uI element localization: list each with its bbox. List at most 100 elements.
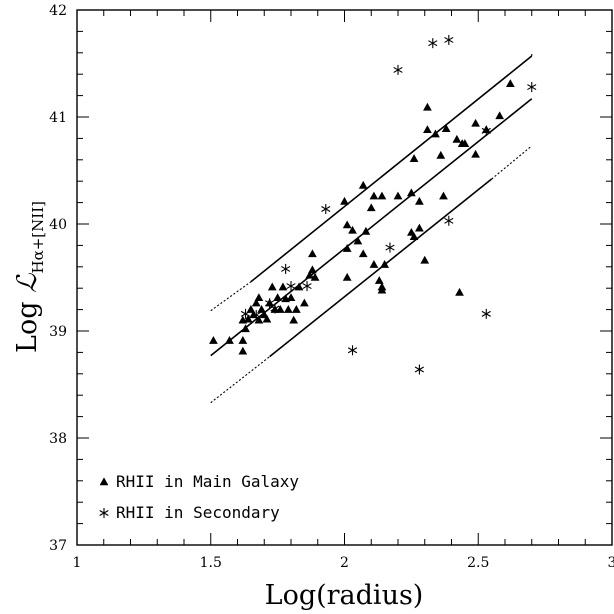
asterisk-stroke bbox=[347, 347, 358, 354]
y-tick-label: 42 bbox=[49, 3, 67, 19]
confidence-line-dotted bbox=[491, 145, 533, 180]
x-tick-label: 1 bbox=[73, 555, 82, 571]
asterisk-stroke bbox=[264, 300, 275, 307]
point-main-galaxy bbox=[369, 260, 379, 268]
point-main-galaxy bbox=[452, 134, 462, 143]
point-main-galaxy bbox=[340, 196, 349, 205]
legend-label: RHII in Main Galaxy bbox=[116, 472, 299, 491]
point-main-galaxy bbox=[393, 191, 403, 200]
point-main-galaxy bbox=[358, 180, 368, 189]
legend-marker-asterisk bbox=[99, 508, 109, 518]
point-main-galaxy bbox=[431, 129, 440, 138]
point-main-galaxy bbox=[460, 139, 470, 147]
point-main-galaxy bbox=[286, 293, 296, 302]
asterisk-stroke bbox=[414, 366, 425, 373]
point-main-galaxy bbox=[495, 111, 505, 120]
point-secondary bbox=[385, 242, 395, 253]
asterisk-stroke bbox=[385, 244, 395, 251]
fit-line bbox=[250, 55, 533, 283]
asterisk-stroke bbox=[393, 66, 403, 73]
point-main-galaxy bbox=[342, 244, 352, 252]
point-main-galaxy bbox=[407, 188, 416, 197]
point-secondary bbox=[428, 38, 438, 49]
point-main-galaxy bbox=[308, 249, 317, 258]
confidence-line-dotted bbox=[210, 356, 270, 404]
x-axis-label: Log(radius) bbox=[265, 580, 424, 611]
x-tick-label: 2 bbox=[340, 555, 349, 571]
y-tick-label: 37 bbox=[49, 538, 67, 554]
y-tick-label: 40 bbox=[49, 217, 67, 233]
point-secondary bbox=[270, 303, 280, 314]
point-main-galaxy bbox=[305, 270, 315, 279]
point-main-galaxy bbox=[455, 287, 464, 296]
asterisk-stroke bbox=[321, 206, 331, 212]
point-main-galaxy bbox=[246, 305, 256, 313]
confidence-line-dotted bbox=[210, 281, 252, 312]
fit-lines bbox=[210, 52, 533, 404]
point-main-galaxy bbox=[300, 298, 309, 307]
point-main-galaxy bbox=[254, 315, 264, 324]
point-main-galaxy bbox=[420, 255, 430, 264]
x-tick-label: 2.5 bbox=[467, 555, 489, 571]
point-main-galaxy bbox=[369, 191, 379, 200]
point-main-galaxy bbox=[409, 232, 419, 241]
point-main-galaxy bbox=[342, 272, 352, 281]
asterisk-stroke bbox=[99, 510, 109, 516]
asterisk-stroke bbox=[302, 283, 312, 290]
point-main-galaxy bbox=[366, 203, 376, 212]
point-main-galaxy bbox=[423, 102, 432, 111]
asterisk-stroke bbox=[240, 310, 251, 317]
data-points bbox=[209, 34, 537, 375]
point-main-galaxy bbox=[377, 191, 387, 200]
x-tick-label: 1.5 bbox=[200, 555, 222, 571]
asterisk-stroke bbox=[481, 127, 491, 134]
point-main-galaxy bbox=[308, 265, 317, 274]
point-main-galaxy bbox=[471, 118, 480, 127]
point-main-galaxy bbox=[415, 196, 424, 205]
point-main-galaxy bbox=[238, 346, 248, 355]
point-main-galaxy bbox=[436, 150, 446, 159]
y-axis-label-prefix: Log bbox=[12, 293, 43, 353]
point-main-galaxy bbox=[310, 272, 320, 281]
point-secondary bbox=[240, 308, 251, 319]
point-main-galaxy bbox=[257, 305, 266, 313]
legend-marker-triangle bbox=[99, 477, 109, 486]
point-main-galaxy bbox=[262, 314, 272, 323]
point-secondary bbox=[321, 204, 331, 215]
point-main-galaxy bbox=[289, 315, 299, 324]
asterisk-stroke bbox=[286, 283, 296, 290]
point-secondary bbox=[444, 215, 454, 226]
point-main-galaxy bbox=[342, 220, 352, 229]
asterisk-stroke bbox=[270, 305, 280, 312]
point-main-galaxy bbox=[409, 154, 419, 162]
legend: RHII in Main Galaxy RHII in Secondary bbox=[99, 472, 299, 522]
asterisk-stroke bbox=[444, 36, 454, 43]
point-secondary bbox=[527, 82, 537, 93]
point-main-galaxy bbox=[353, 236, 363, 245]
y-tick-label: 38 bbox=[49, 431, 67, 447]
legend-label: RHII in Secondary bbox=[116, 503, 280, 522]
point-secondary bbox=[281, 263, 291, 274]
point-main-galaxy bbox=[238, 336, 248, 344]
tick-labels: 1 1.5 2 2.5 3 37 38 39 40 41 42 bbox=[49, 3, 614, 571]
point-main-galaxy bbox=[441, 124, 451, 132]
y-axis-label: Log ℒHα+[NII] bbox=[12, 201, 47, 353]
point-secondary bbox=[286, 281, 296, 292]
point-main-galaxy bbox=[241, 324, 250, 333]
point-secondary bbox=[444, 34, 454, 45]
asterisk-stroke bbox=[444, 217, 454, 224]
y-axis-label-subscript: Hα+[NII] bbox=[29, 201, 47, 273]
asterisk-stroke bbox=[281, 265, 291, 272]
point-main-galaxy bbox=[273, 293, 282, 302]
point-main-galaxy bbox=[267, 282, 277, 291]
point-secondary bbox=[481, 125, 491, 136]
point-secondary bbox=[264, 298, 275, 309]
asterisk-stroke bbox=[481, 310, 491, 317]
point-main-galaxy bbox=[374, 276, 384, 284]
point-main-galaxy bbox=[225, 336, 234, 344]
point-main-galaxy bbox=[243, 314, 253, 323]
asterisk-stroke bbox=[527, 84, 537, 91]
point-main-galaxy bbox=[423, 125, 432, 134]
point-secondary bbox=[347, 345, 358, 356]
